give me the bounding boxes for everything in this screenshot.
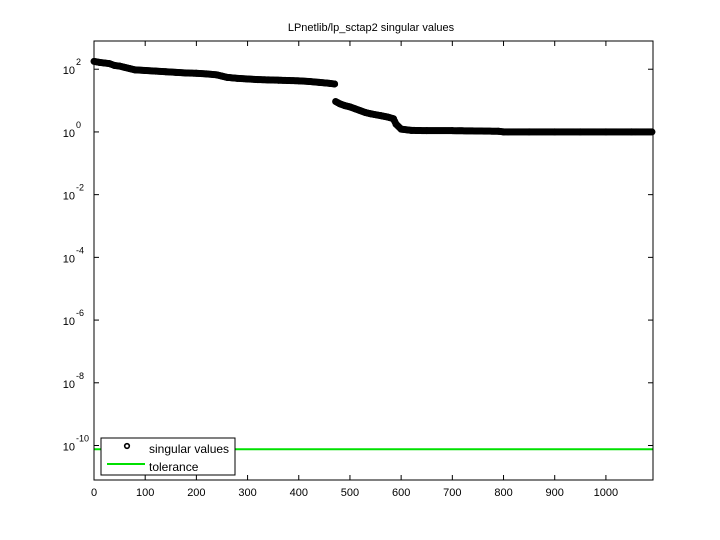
y-tick-label: 10 [63,379,75,391]
y-tick-exponent: -2 [76,183,84,193]
x-tick-label: 700 [443,487,461,499]
singular-values-series [90,57,656,136]
legend-label-singular-values: singular values [149,442,229,456]
y-tick-exponent: 2 [76,57,81,67]
legend-marker-circle-icon [123,442,131,450]
y-tick-exponent: -8 [76,371,84,381]
y-tick-label: 10 [63,191,75,203]
x-tick-label: 900 [546,487,564,499]
x-tick-label: 100 [136,487,154,499]
y-tick-label: 10 [63,253,75,265]
axes: 0 100 200 300 400 500 600 700 800 900 100010210010… [63,40,654,499]
y-tick-exponent: -6 [76,308,84,318]
x-tick-label: 200 [187,487,205,499]
legend-label-tolerance: tolerance [149,460,199,474]
y-tick-label: 10 [63,442,75,454]
x-tick-label: 300 [238,487,256,499]
x-tick-label: 400 [290,487,308,499]
y-tick-exponent: -10 [76,434,89,444]
x-tick-label: 800 [494,487,512,499]
plot-area [90,57,656,451]
axes-frame [93,40,654,481]
y-tick-exponent: 0 [76,120,81,130]
y-tick-label: 10 [63,65,75,77]
y-tick-label: 10 [63,316,75,328]
x-tick-label: 0 [91,487,97,499]
x-tick-label: 1000 [594,487,618,499]
y-tick-exponent: -4 [76,245,84,255]
x-tick-label: 600 [392,487,410,499]
legend: singular values tolerance [100,437,236,476]
x-tick-label: 500 [341,487,359,499]
y-tick-label: 10 [63,128,75,140]
legend-box [100,437,236,476]
chart-title: LPnetlib/lp_sctap2 singular values [288,22,455,34]
